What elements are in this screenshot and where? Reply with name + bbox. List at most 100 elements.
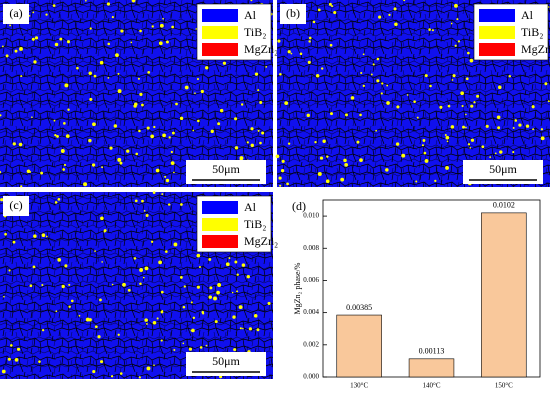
tib2-particle	[287, 50, 291, 54]
tib2-particle	[156, 317, 159, 320]
tib2-particle	[225, 262, 230, 267]
tib2-particle	[144, 318, 148, 322]
tib2-particle	[92, 122, 96, 127]
tib2-particle	[151, 25, 154, 28]
tib2-particle	[10, 344, 13, 347]
y-tick-label: 0.008	[303, 244, 319, 252]
tib2-particle	[246, 275, 250, 279]
tib2-particle	[518, 123, 522, 127]
tib2-particle	[14, 49, 18, 53]
legend-swatch	[479, 26, 515, 39]
tib2-particle	[456, 18, 459, 21]
tib2-particle	[403, 0, 406, 2]
value-label: 0.0102	[493, 201, 515, 210]
tib2-particle	[217, 283, 222, 287]
tib2-particle	[340, 177, 345, 182]
tib2-particle	[279, 184, 282, 187]
legend-label: Al	[521, 8, 534, 22]
tib2-particle	[160, 339, 163, 342]
tib2-particle	[540, 136, 545, 141]
tib2-particle	[476, 94, 480, 98]
tib2-particle	[179, 116, 184, 121]
tib2-particle	[278, 176, 282, 180]
tib2-particle	[350, 96, 355, 100]
tib2-particle	[467, 143, 471, 146]
tib2-particle	[386, 101, 390, 105]
tib2-particle	[219, 108, 224, 113]
tib2-particle	[115, 53, 119, 58]
panel-label: (c)	[9, 198, 22, 212]
tib2-particle	[94, 325, 98, 329]
tib2-particle	[54, 42, 59, 47]
tib2-particle	[216, 290, 220, 295]
tib2-particle	[57, 197, 61, 201]
tib2-particle	[532, 128, 535, 131]
tib2-particle	[131, 0, 136, 3]
tib2-particle	[28, 15, 31, 17]
tib2-particle	[380, 92, 383, 95]
tib2-particle	[236, 290, 239, 293]
tib2-particle	[171, 25, 174, 29]
tib2-particle	[182, 305, 186, 309]
tib2-particle	[135, 152, 139, 156]
panel-label: (a)	[9, 6, 22, 20]
tib2-particle	[67, 108, 70, 111]
tib2-particle	[188, 347, 193, 351]
tib2-particle	[231, 291, 234, 294]
tib2-particle	[111, 16, 114, 19]
bar	[481, 212, 527, 378]
legend-swatch	[479, 43, 515, 56]
tib2-particle	[191, 328, 195, 333]
tib2-particle	[107, 42, 111, 46]
tib2-particle	[201, 310, 205, 314]
tib2-particle	[241, 263, 246, 267]
tib2-particle	[320, 67, 324, 70]
tib2-particle	[93, 74, 97, 78]
tib2-particle	[144, 266, 149, 271]
tib2-particle	[45, 235, 48, 238]
tib2-particle	[173, 349, 176, 351]
tib2-particle	[248, 327, 252, 331]
tib2-particle	[236, 273, 239, 276]
tib2-particle	[85, 0, 87, 2]
tib2-particle	[94, 250, 96, 252]
tib2-particle	[395, 142, 400, 146]
tib2-particle	[138, 129, 141, 133]
tib2-particle	[246, 141, 249, 144]
tib2-particle	[445, 165, 449, 170]
legend-swatch	[202, 43, 238, 56]
tib2-particle	[165, 178, 170, 183]
tib2-particle	[372, 63, 375, 66]
tib2-particle	[447, 104, 451, 108]
tib2-particle	[99, 298, 102, 302]
tib2-particle	[525, 124, 530, 128]
tib2-particle	[153, 364, 155, 367]
x-tick-label: 150°C	[495, 382, 513, 390]
scale-bar-label: 50μm	[489, 162, 517, 176]
tib2-particle	[428, 28, 431, 31]
tib2-particle	[446, 140, 449, 143]
tib2-particle	[41, 284, 44, 287]
tib2-particle	[439, 105, 443, 109]
tib2-particle	[117, 72, 120, 75]
tib2-particle	[139, 92, 143, 97]
tib2-particle	[240, 103, 244, 106]
tib2-particle	[429, 84, 432, 88]
tib2-particle	[168, 136, 171, 139]
tib2-particle	[194, 92, 196, 95]
tib2-particle	[119, 161, 123, 165]
tib2-particle	[306, 113, 310, 118]
tib2-particle	[146, 323, 148, 325]
tib2-particle	[330, 112, 333, 116]
tib2-particle	[61, 284, 65, 289]
tib2-particle	[64, 83, 69, 88]
tib2-particle	[547, 100, 550, 103]
tib2-particle	[431, 29, 434, 32]
tib2-particle	[362, 53, 365, 56]
tib2-particle	[146, 366, 151, 371]
tib2-particle	[344, 163, 348, 167]
tib2-particle	[328, 2, 332, 6]
tib2-particle	[388, 13, 391, 17]
tib2-particle	[20, 75, 23, 78]
value-label: 0.00385	[346, 303, 372, 312]
